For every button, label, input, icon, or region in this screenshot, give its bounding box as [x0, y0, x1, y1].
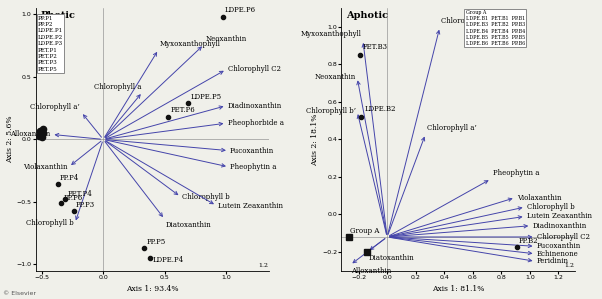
Text: Chlorophyll b: Chlorophyll b [182, 193, 230, 201]
Text: Chlorophyll a’: Chlorophyll a’ [30, 103, 80, 111]
Text: Photic: Photic [40, 11, 75, 20]
Text: Chlorophyll a: Chlorophyll a [94, 83, 141, 91]
Text: Chlorophyll b’: Chlorophyll b’ [306, 107, 356, 115]
Text: Echinenone: Echinenone [537, 250, 579, 258]
Text: Fucoxanthin: Fucoxanthin [230, 147, 275, 155]
Text: LDPE.B2: LDPE.B2 [364, 105, 396, 113]
Text: Pheophytin a: Pheophytin a [230, 163, 276, 171]
Text: PP.P6: PP.P6 [64, 194, 83, 202]
Text: PET.P4: PET.P4 [67, 190, 92, 198]
Text: 1.2: 1.2 [258, 263, 268, 268]
Text: Chlorophyll a: Chlorophyll a [441, 17, 489, 25]
Text: PP.P1
PP.P2
LDPE.P1
LDPE.P2
LDPE.P3
PET.P1
PET.P2
PET.P3
PET.P5: PP.P1 PP.P2 LDPE.P1 LDPE.P2 LDPE.P3 PET.… [38, 16, 63, 72]
Text: Group A
LDPE.B1  PET.B1  PP.B1
LDPE.B3  PET.B2  PP.B3
LDPE.B4  PET.B4  PP.B4
LDP: Group A LDPE.B1 PET.B1 PP.B1 LDPE.B3 PET… [465, 10, 525, 46]
Text: Diatoxanthin: Diatoxanthin [368, 254, 414, 262]
Text: Chlorophyll a’: Chlorophyll a’ [427, 124, 477, 132]
Text: Lutein Zeaxanthin: Lutein Zeaxanthin [527, 212, 592, 220]
Text: Myxoxanthophyll: Myxoxanthophyll [160, 40, 221, 48]
Text: LDPE.P4: LDPE.P4 [152, 257, 184, 265]
Text: Chlorophyll C2: Chlorophyll C2 [228, 65, 281, 73]
Text: © Elsevier: © Elsevier [3, 291, 36, 296]
Text: Neoxanthin: Neoxanthin [314, 74, 356, 82]
Text: Neoxanthin: Neoxanthin [205, 35, 247, 43]
Text: PP.P3: PP.P3 [76, 202, 95, 209]
Text: Violaxanthin: Violaxanthin [23, 163, 67, 171]
Text: LDPE.P6: LDPE.P6 [225, 6, 256, 14]
Text: Diatoxanthin: Diatoxanthin [166, 221, 212, 229]
Text: PP.B2: PP.B2 [518, 237, 538, 245]
Y-axis label: Axis 2: 5.6%: Axis 2: 5.6% [5, 116, 14, 163]
Text: Pheophorbide a: Pheophorbide a [228, 119, 284, 127]
Text: Violaxanthin: Violaxanthin [517, 193, 562, 202]
Text: Chlorophyll C2: Chlorophyll C2 [537, 233, 590, 241]
Text: PET.B3: PET.B3 [363, 43, 388, 51]
Text: Fucoxanthin: Fucoxanthin [537, 242, 581, 250]
Text: Diadinoxanthin: Diadinoxanthin [533, 222, 587, 230]
Text: Chlorophyll b: Chlorophyll b [26, 219, 73, 227]
Text: Myxoxanthophyll: Myxoxanthophyll [300, 30, 361, 38]
Text: Chlorophyll b: Chlorophyll b [527, 203, 575, 211]
Text: Aphotic: Aphotic [346, 11, 388, 20]
Text: Diadinoxanthin: Diadinoxanthin [228, 102, 282, 110]
Text: LDPE.P5: LDPE.P5 [191, 93, 222, 101]
Text: Alloxanthin: Alloxanthin [10, 130, 51, 138]
Text: Peridinin: Peridinin [537, 257, 569, 265]
Y-axis label: Axis 2: 18.1%: Axis 2: 18.1% [311, 113, 320, 166]
Text: Lutein Zeaxanthin: Lutein Zeaxanthin [218, 202, 283, 210]
Text: Pheophytin a: Pheophytin a [492, 169, 539, 177]
Text: PP.P4: PP.P4 [60, 174, 79, 182]
Text: 1.2: 1.2 [564, 263, 574, 268]
Text: PP.P5: PP.P5 [146, 238, 166, 246]
Text: PET.P6: PET.P6 [171, 106, 196, 115]
Text: Group A: Group A [350, 227, 379, 235]
X-axis label: Axis 1: 93.4%: Axis 1: 93.4% [126, 286, 179, 293]
X-axis label: Axis 1: 81.1%: Axis 1: 81.1% [432, 286, 485, 293]
Text: Alloxanthin: Alloxanthin [352, 267, 392, 275]
